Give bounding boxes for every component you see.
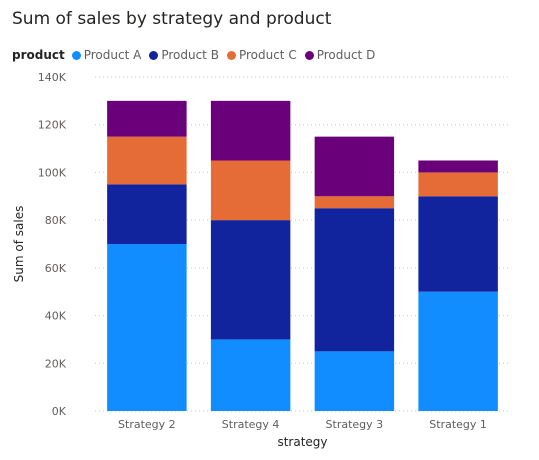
x-tick-label: Strategy 2 [118, 418, 176, 431]
bar-segment[interactable] [107, 100, 187, 137]
bar-segment[interactable] [418, 160, 498, 173]
legend-swatch [304, 50, 314, 60]
legend-item-product-d[interactable]: Product D [304, 48, 376, 62]
legend-item-product-c[interactable]: Product C [226, 48, 297, 62]
y-tick-label: 100K [38, 166, 67, 179]
legend-swatch [71, 50, 81, 60]
bar-segment[interactable] [314, 136, 395, 197]
bar-segment[interactable] [107, 184, 187, 244]
x-tick-label: Strategy 1 [429, 418, 487, 431]
y-tick-label: 120K [38, 119, 67, 132]
y-tick-label: 80K [45, 214, 67, 227]
y-tick-label: 60K [45, 262, 67, 275]
legend-title: product [12, 48, 65, 62]
legend-label: Product A [83, 48, 142, 62]
legend-item-product-a[interactable]: Product A [71, 48, 142, 62]
legend-swatch [149, 50, 159, 60]
bar-segment[interactable] [314, 196, 395, 209]
y-tick-label: 140K [38, 71, 67, 84]
chart-title: Sum of sales by strategy and product [12, 9, 332, 29]
bar-segment[interactable] [107, 244, 187, 411]
bar-segment[interactable] [314, 351, 395, 411]
legend-label: Product D [316, 48, 376, 62]
bar-segment[interactable] [210, 100, 291, 161]
x-tick-label: Strategy 4 [222, 418, 280, 431]
bar-segment[interactable] [418, 291, 498, 411]
y-tick-label: 0K [52, 405, 67, 418]
bar-segment[interactable] [210, 220, 291, 340]
legend-swatch [226, 50, 236, 60]
legend-label: Product C [238, 48, 297, 62]
y-axis-title: Sum of sales [12, 206, 26, 283]
y-tick-label: 40K [45, 310, 67, 323]
legend-label: Product B [161, 48, 219, 62]
bar-segment[interactable] [314, 208, 395, 352]
legend-items: Product A Product B Product C Product D [71, 48, 384, 62]
legend-item-product-b[interactable]: Product B [149, 48, 219, 62]
bar-segment[interactable] [210, 339, 291, 411]
bar-segment[interactable] [107, 136, 187, 185]
bar-segment[interactable] [418, 196, 498, 292]
x-axis-title: strategy [277, 435, 327, 449]
y-tick-label: 20K [45, 357, 67, 370]
bar-segment[interactable] [418, 172, 498, 197]
x-tick-label: Strategy 3 [326, 418, 384, 431]
bar-segment[interactable] [210, 160, 291, 221]
chart-legend: product Product A Product B Product C Produ… [12, 45, 383, 65]
